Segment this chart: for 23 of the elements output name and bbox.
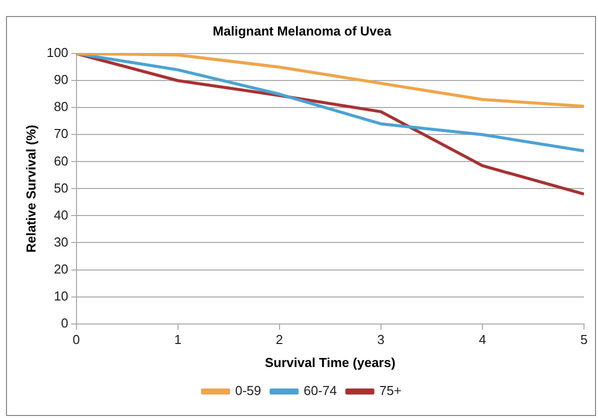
y-tick-label: 10 xyxy=(54,288,68,304)
y-tick-label: 70 xyxy=(54,126,68,142)
x-tick-label: 1 xyxy=(174,332,182,348)
x-tick-label: 2 xyxy=(276,332,283,348)
chart-title: Malignant Melanoma of Uvea xyxy=(212,23,392,38)
x-tick-label: 5 xyxy=(580,332,588,348)
y-tick-label: 100 xyxy=(46,45,68,60)
y-tick-label: 90 xyxy=(54,72,68,88)
x-tick-label: 3 xyxy=(377,332,385,348)
y-tick-label: 30 xyxy=(54,234,68,250)
x-tick-label: 4 xyxy=(478,332,486,348)
y-tick-label: 40 xyxy=(54,207,68,222)
legend-label: 0-59 xyxy=(235,383,262,398)
y-tick-label: 50 xyxy=(54,180,68,196)
y-tick-label: 60 xyxy=(54,153,68,168)
y-axis-title: Relative Survival (%) xyxy=(23,124,38,253)
x-axis-title: Survival Time (years) xyxy=(264,354,396,370)
y-tick-label: 80 xyxy=(54,99,68,114)
legend-label: 75+ xyxy=(379,383,402,398)
legend-label: 60-74 xyxy=(304,383,337,398)
x-tick-label: 0 xyxy=(72,332,80,348)
y-tick-label: 0 xyxy=(61,315,68,330)
y-tick-label: 20 xyxy=(54,261,68,276)
